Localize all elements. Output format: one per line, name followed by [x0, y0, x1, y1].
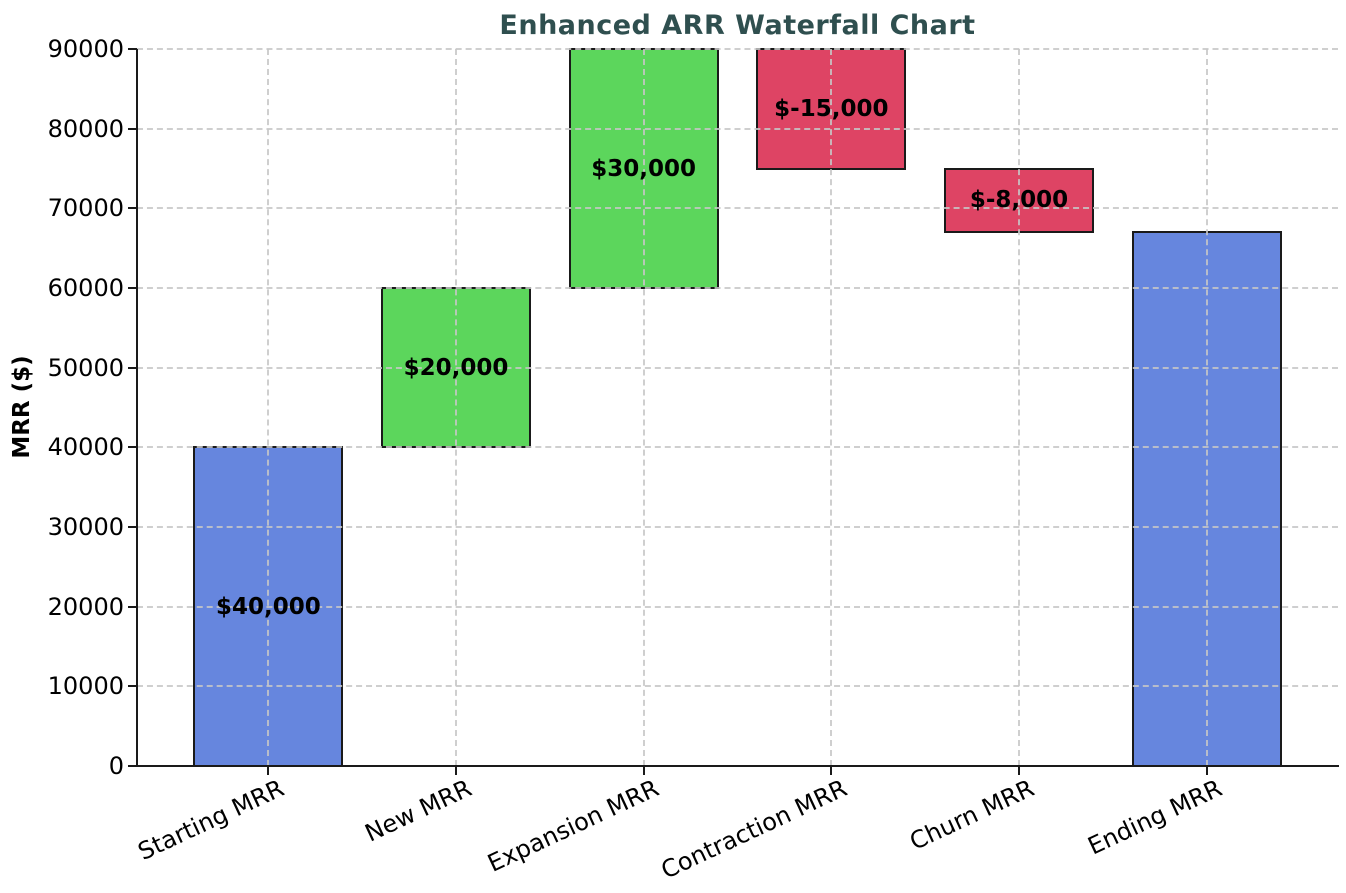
bar-value-label-contraction-mrr: $-15,000 — [774, 95, 889, 122]
y-tick-mark-40000 — [128, 446, 137, 449]
h-gridline-30000 — [137, 526, 1338, 528]
y-tick-label-20000: 20000 — [47, 592, 124, 621]
x-axis-spine — [136, 765, 1339, 767]
y-tick-mark-60000 — [128, 287, 137, 289]
y-tick-mark-80000 — [128, 127, 137, 130]
y-tick-label-30000: 30000 — [47, 513, 124, 541]
y-tick-label-0: 0 — [108, 752, 124, 780]
x-tick-mark-contraction-mrr — [830, 767, 833, 775]
x-tick-label-new-mrr: New MRR — [360, 774, 476, 848]
v-gridline-churn-mrr — [1017, 49, 1020, 766]
x-tick-mark-ending-mrr — [1205, 767, 1208, 775]
h-gridline-90000 — [137, 48, 1338, 50]
h-gridline-60000 — [137, 287, 1338, 289]
bar-labels-layer: $40,000 $20,000 $30,000 $-15,000 $-8,000 — [137, 49, 1338, 766]
plot-area: $40,000 $20,000 $30,000 $-15,000 $-8,000 — [136, 48, 1339, 767]
h-gridline-70000 — [137, 207, 1338, 210]
x-tick-mark-new-mrr — [455, 767, 458, 775]
x-tick-mark-expansion-mrr — [642, 767, 645, 775]
y-tick-mark-30000 — [128, 526, 137, 528]
v-gridline-starting-mrr — [267, 49, 270, 766]
y-tick-label-70000: 70000 — [47, 194, 124, 223]
x-tick-mark-starting-mrr — [267, 767, 270, 775]
h-gridline-10000 — [137, 685, 1338, 688]
v-gridline-contraction-mrr — [830, 49, 833, 766]
h-gridline-80000 — [137, 127, 1338, 130]
y-tick-label-50000: 50000 — [47, 353, 124, 382]
chart-title: Enhanced ARR Waterfall Chart — [499, 10, 976, 41]
v-gridline-expansion-mrr — [642, 49, 645, 766]
bar-value-label-expansion-mrr: $30,000 — [591, 155, 697, 182]
y-tick-mark-50000 — [128, 366, 137, 369]
x-tick-label-churn-mrr: Churn MRR — [905, 774, 1039, 856]
bar-value-label-churn-mrr: $-8,000 — [969, 187, 1069, 214]
x-tick-label-contraction-mrr: Contraction MRR — [656, 774, 852, 885]
x-tick-label-starting-mrr: Starting MRR — [133, 774, 289, 866]
x-tick-label-ending-mrr: Ending MRR — [1083, 774, 1227, 861]
v-gridline-ending-mrr — [1205, 49, 1208, 766]
y-tick-label-80000: 80000 — [47, 114, 124, 143]
h-gridline-50000 — [137, 366, 1338, 369]
y-tick-label-90000: 90000 — [47, 35, 124, 63]
v-gridline-new-mrr — [455, 49, 458, 766]
x-tick-mark-churn-mrr — [1017, 767, 1020, 775]
y-axis-spine — [136, 49, 138, 766]
y-tick-mark-70000 — [128, 207, 137, 210]
h-gridline-40000 — [137, 446, 1338, 449]
y-tick-mark-20000 — [128, 605, 137, 608]
bar-value-label-starting-mrr: $40,000 — [215, 593, 321, 620]
x-tick-label-expansion-mrr: Expansion MRR — [483, 774, 664, 878]
y-tick-label-40000: 40000 — [47, 433, 124, 462]
y-tick-mark-0 — [128, 765, 137, 767]
y-tick-label-60000: 60000 — [47, 274, 124, 302]
h-gridline-20000 — [137, 605, 1338, 608]
y-axis-title: MRR ($) — [9, 355, 35, 459]
bar-value-label-new-mrr: $20,000 — [403, 354, 509, 381]
y-tick-mark-10000 — [128, 685, 137, 688]
y-tick-mark-90000 — [128, 48, 137, 50]
y-tick-label-10000: 10000 — [47, 672, 124, 701]
